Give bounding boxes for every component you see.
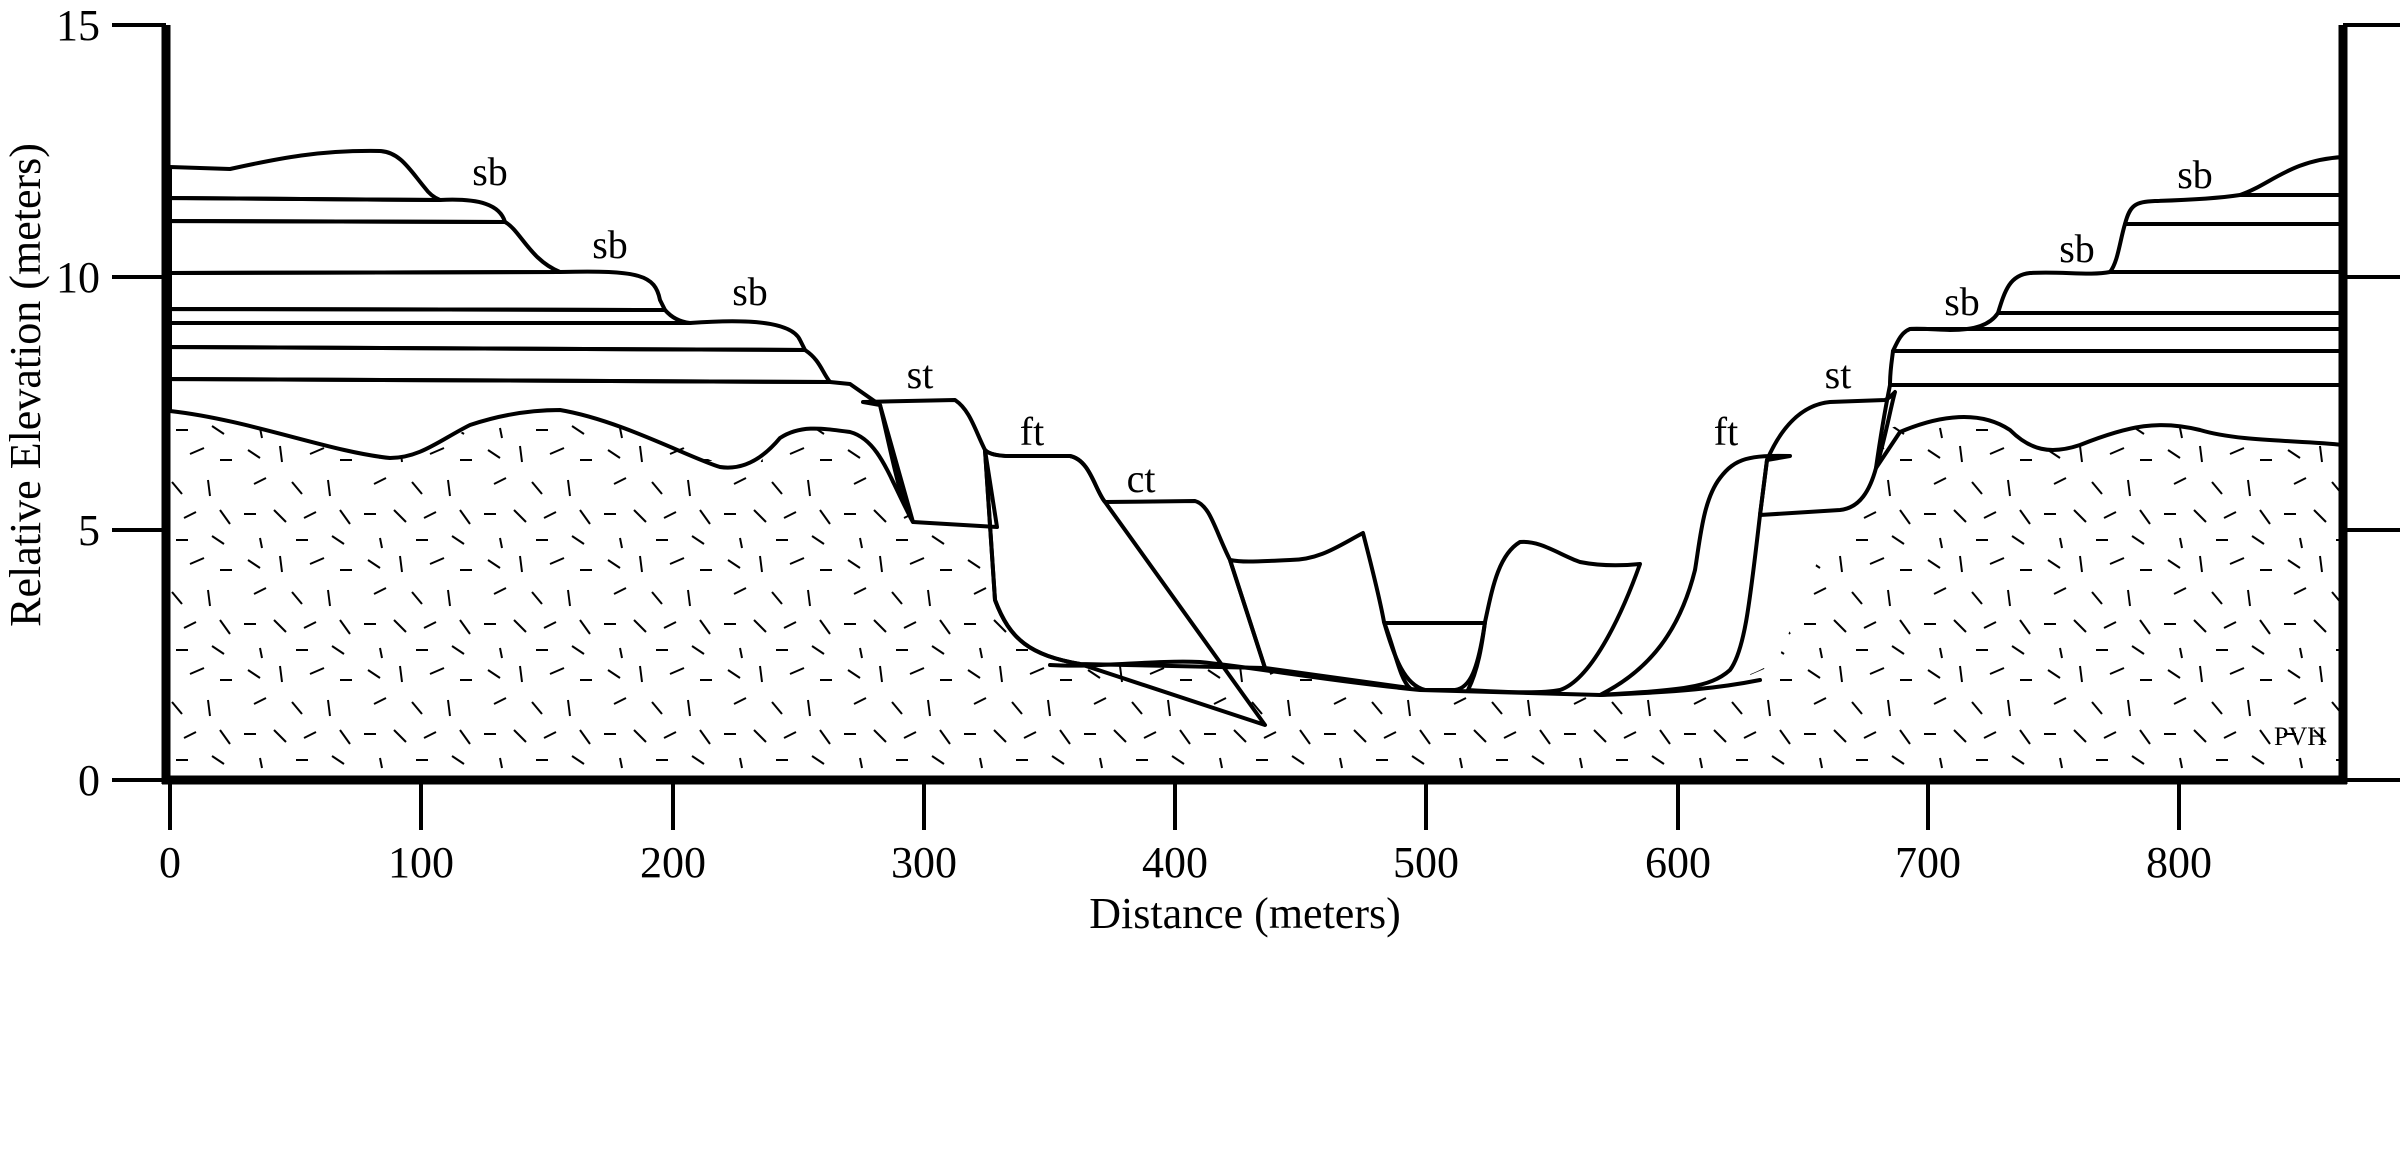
unit-label-sb: sb xyxy=(1944,279,1980,324)
x-tick-label: 600 xyxy=(1645,838,1711,887)
unit-label-sb: sb xyxy=(732,269,768,314)
y-tick-label: 10 xyxy=(56,253,100,302)
unit-labels: sb sb sb st ft ct ft st sb sb sb xyxy=(472,149,2213,501)
x-tick-label: 500 xyxy=(1393,838,1459,887)
ft-terrace-right xyxy=(1598,453,1792,697)
unit-label-st: st xyxy=(907,352,934,397)
ct-terrace-fill xyxy=(983,448,1267,670)
y-tick-label: 5 xyxy=(78,506,100,555)
bedrock-unit xyxy=(170,411,2343,780)
gravel-unit-left xyxy=(168,377,915,524)
x-tick-label: 300 xyxy=(891,838,957,887)
sb-stack-left xyxy=(168,148,832,384)
unit-label-sb: sb xyxy=(472,149,508,194)
unit-label-st: st xyxy=(1825,352,1852,397)
coarse-unit-left xyxy=(1228,531,1412,690)
unit-label-ct: ct xyxy=(1127,456,1156,501)
unit-label-sb: sb xyxy=(2177,152,2213,197)
y-tick-label: 15 xyxy=(56,1,100,50)
unit-label-ft: ft xyxy=(1714,409,1738,454)
st-terrace-left xyxy=(861,398,999,529)
x-tick-labels: 0 100 200 300 400 500 600 700 800 xyxy=(159,838,2212,887)
unit-label-sb: sb xyxy=(592,222,628,267)
unit-label-ft: ft xyxy=(1020,409,1044,454)
valley-floor-contact xyxy=(1048,659,1762,697)
x-tick-label: 0 xyxy=(159,838,181,887)
st-terrace-right xyxy=(1758,390,1897,517)
sb-stack-right xyxy=(1888,155,2345,387)
x-tick-label: 700 xyxy=(1895,838,1961,887)
x-axis-title: Distance (meters) xyxy=(1089,889,1401,938)
axes xyxy=(112,23,2400,830)
x-tick-label: 800 xyxy=(2146,838,2212,887)
coarse-unit-right xyxy=(1466,539,1642,695)
y-axis-title: Relative Elevation (meters) xyxy=(1,143,50,627)
author-signature: PVH xyxy=(2274,722,2326,751)
channel-bed xyxy=(1382,620,1487,692)
x-tick-label: 100 xyxy=(388,838,454,887)
y-tick-label: 0 xyxy=(78,756,100,805)
y-tick-labels: 15 10 5 0 xyxy=(56,1,100,805)
x-tick-label: 400 xyxy=(1142,838,1208,887)
unit-label-sb: sb xyxy=(2059,226,2095,271)
x-tick-label: 200 xyxy=(640,838,706,887)
